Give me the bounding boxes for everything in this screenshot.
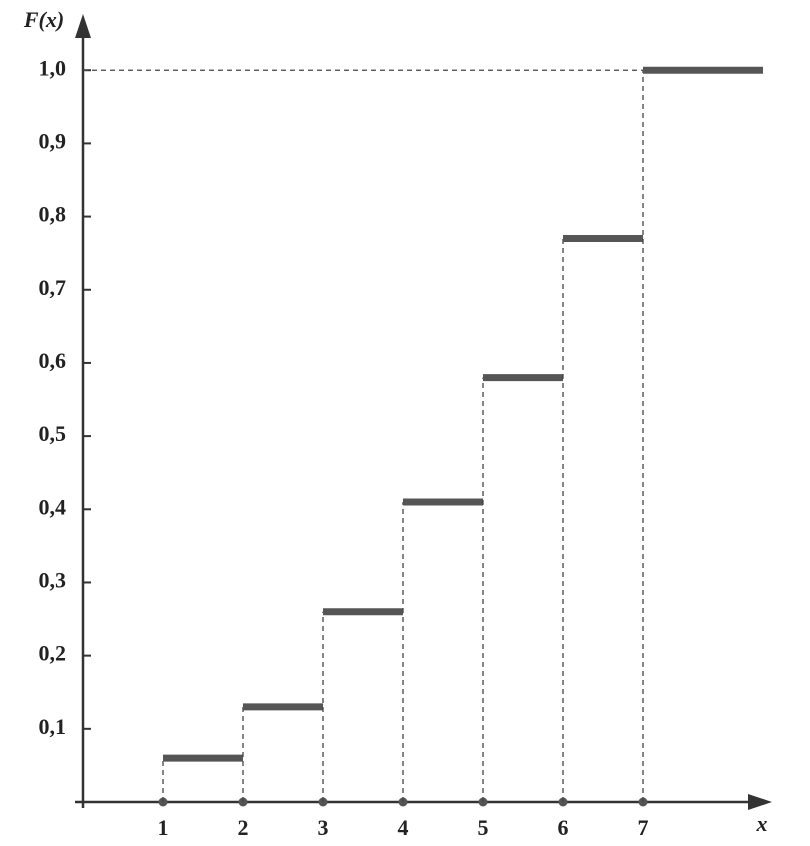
y-tick-label: 0,7 <box>39 275 67 300</box>
x-tick-label: 1 <box>158 815 169 840</box>
y-tick-label: 0,6 <box>39 348 67 373</box>
y-tick-label: 0,8 <box>39 202 67 227</box>
y-tick-label: 0,3 <box>39 568 67 593</box>
x-tick-label: 4 <box>398 815 409 840</box>
x-tick-label: 2 <box>238 815 249 840</box>
y-tick-label: 0,5 <box>39 421 67 446</box>
y-tick-label: 0,1 <box>39 714 67 739</box>
y-tick-label: 0,2 <box>39 641 67 666</box>
x-arrow <box>748 794 772 810</box>
y-axis-label: F(x) <box>23 7 64 32</box>
y-tick-label: 0,4 <box>39 494 67 519</box>
x-tick-label: 7 <box>638 815 649 840</box>
x-tick-label: 5 <box>478 815 489 840</box>
x-tick-label: 3 <box>318 815 329 840</box>
y-tick-label: 0,9 <box>39 128 67 153</box>
x-axis-label: x <box>756 811 768 836</box>
y-tick-label: 1,0 <box>39 55 67 80</box>
y-arrow <box>75 14 91 38</box>
x-tick-label: 6 <box>558 815 569 840</box>
